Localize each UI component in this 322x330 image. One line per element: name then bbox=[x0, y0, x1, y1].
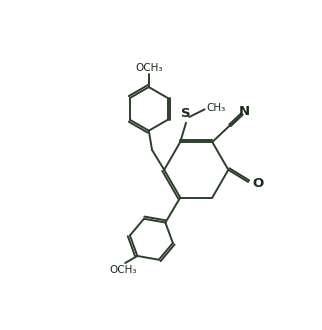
Text: OCH₃: OCH₃ bbox=[135, 63, 163, 73]
Text: O: O bbox=[252, 177, 264, 190]
Text: N: N bbox=[239, 105, 250, 118]
Text: OCH₃: OCH₃ bbox=[109, 265, 137, 275]
Text: CH₃: CH₃ bbox=[206, 103, 226, 113]
Text: S: S bbox=[181, 107, 191, 120]
